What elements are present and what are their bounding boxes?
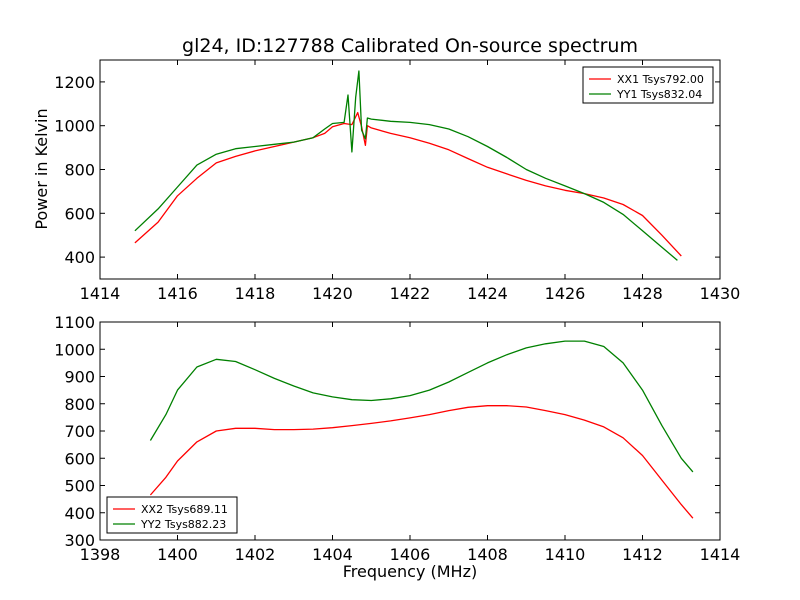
bottom-y-tick-label: 700: [64, 422, 95, 441]
bottom-series-line-1: [149, 405, 694, 519]
top-legend: [582, 66, 714, 104]
bottom-x-tick-label: 1400: [157, 545, 198, 564]
bottom-y-tick-label: 800: [64, 395, 95, 414]
top-x-tick-label: 1430: [700, 284, 741, 303]
top-x-tick-label: 1426: [545, 284, 586, 303]
top-y-tick-label: 1200: [54, 73, 95, 92]
top-y-tick-label: 1000: [54, 117, 95, 136]
top-x-tick-label: 1414: [80, 284, 121, 303]
bottom-y-tick-label: 500: [64, 477, 95, 496]
bottom-x-tick-label: 1404: [312, 545, 353, 564]
bottom-x-axis-label: Frequency (MHz): [343, 562, 477, 581]
top-legend-entry-2: YY1 Tsys832.04: [616, 88, 702, 101]
top-x-tick-label: 1424: [467, 284, 508, 303]
bottom-x-tick-label: 1412: [622, 545, 663, 564]
top-y-tick-label: 600: [64, 204, 95, 223]
top-y-tick-label: 800: [64, 161, 95, 180]
bottom-y-tick-label: 900: [64, 368, 95, 387]
bottom-legend: [106, 496, 238, 534]
top-series-line-2: [134, 70, 678, 261]
bottom-x-tick-label: 1410: [545, 545, 586, 564]
chart-title: gl24, ID:127788 Calibrated On-source spe…: [182, 35, 638, 57]
bottom-legend-entry-2: YY2 Tsys882.23: [140, 518, 226, 531]
bottom-y-tick-label: 400: [64, 504, 95, 523]
bottom-y-tick-label: 1100: [54, 313, 95, 332]
top-y-tick-label: 400: [64, 248, 95, 267]
top-x-tick-label: 1428: [622, 284, 663, 303]
top-x-tick-label: 1418: [235, 284, 276, 303]
bottom-plot: Frequency (MHz) 1398 1400 1402 1404 1406 1408…: [54, 313, 740, 581]
bottom-y-tick-label: 600: [64, 449, 95, 468]
bottom-x-tick-label: 1408: [467, 545, 508, 564]
bottom-x-tick-label: 1406: [390, 545, 431, 564]
bottom-y-tick-label: 1000: [54, 340, 95, 359]
top-legend-entry-1: XX1 Tsys792.00: [617, 73, 704, 86]
top-x-tick-label: 1416: [157, 284, 198, 303]
bottom-x-tick-label: 1402: [235, 545, 276, 564]
top-y-axis-label: Power in Kelvin: [32, 108, 51, 229]
bottom-x-tick-label: 1398: [80, 545, 121, 564]
bottom-series-line-2: [149, 340, 694, 473]
top-x-tick-label: 1420: [312, 284, 353, 303]
bottom-x-tick-label: 1414: [700, 545, 741, 564]
bottom-legend-entry-1: XX2 Tsys689.11: [141, 503, 228, 516]
top-plot: gl24, ID:127788 Calibrated On-source spe…: [32, 35, 740, 303]
top-series-line-1: [134, 111, 682, 257]
top-x-tick-label: 1422: [390, 284, 431, 303]
bottom-y-tick-label: 300: [64, 531, 95, 550]
